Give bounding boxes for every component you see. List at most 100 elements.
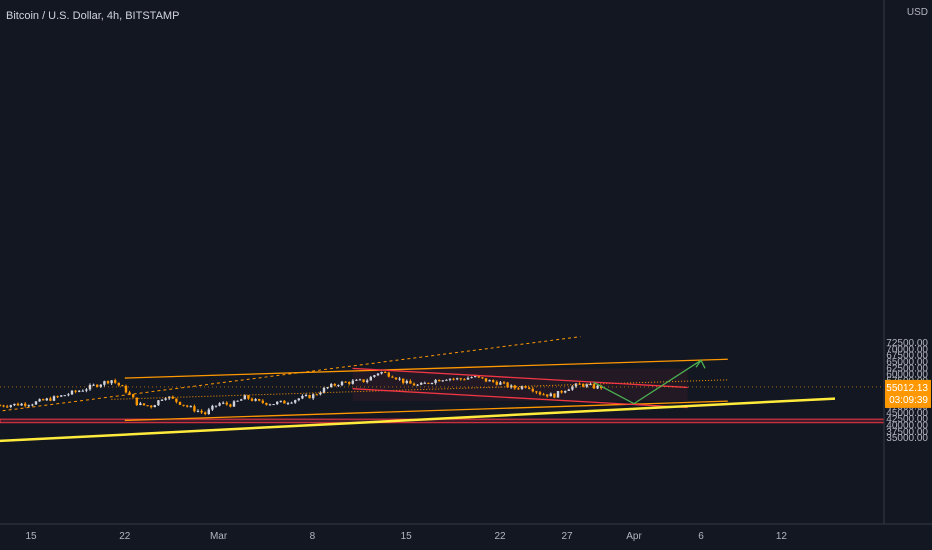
candle — [535, 390, 538, 394]
candle — [250, 397, 254, 402]
candle — [538, 390, 542, 396]
candle — [488, 379, 491, 382]
price-axis: USD 35000.0037500.0040000.0042500.004500… — [883, 0, 932, 524]
candle — [70, 390, 74, 396]
candle — [312, 393, 315, 400]
candle — [355, 379, 358, 381]
candle — [78, 390, 81, 393]
candle — [189, 405, 192, 408]
candle — [592, 382, 596, 389]
candle — [466, 376, 470, 380]
candle — [128, 390, 131, 395]
candle — [330, 382, 333, 388]
candle — [405, 379, 408, 385]
price-tick: 65000.00 — [886, 357, 928, 368]
candle — [438, 379, 441, 382]
candle — [52, 395, 56, 402]
candle — [171, 395, 174, 399]
candle — [153, 404, 156, 408]
candle — [110, 380, 113, 385]
candle — [196, 409, 200, 413]
candle — [549, 392, 552, 397]
candle — [218, 402, 221, 407]
candle — [232, 400, 236, 407]
candle — [265, 402, 268, 406]
candle — [81, 389, 84, 392]
candle — [510, 384, 513, 389]
drawings-layer — [0, 336, 836, 443]
yellow-trend-line — [0, 397, 836, 443]
time-axis: 15 22 Mar 8 15 22 27 Apr 6 12 — [0, 523, 932, 542]
candle — [229, 403, 232, 408]
candle — [387, 371, 390, 378]
candle — [31, 403, 34, 407]
descending-bottom-line — [352, 388, 688, 409]
candle — [337, 384, 340, 388]
candle — [427, 382, 430, 385]
candle — [139, 401, 142, 406]
price-tick: 62500.00 — [886, 363, 928, 374]
price-tick: 40000.00 — [886, 420, 928, 431]
candle — [0, 404, 2, 407]
candle — [319, 391, 322, 396]
candle — [567, 388, 570, 392]
candle — [366, 378, 369, 384]
projection-arrowhead — [695, 359, 706, 369]
price-tick: 72500.00 — [886, 338, 928, 349]
candle — [308, 394, 311, 399]
candle — [322, 386, 326, 394]
price-tick: 70000.00 — [886, 344, 928, 355]
price-tick: 35000.00 — [886, 433, 928, 444]
candle — [272, 404, 275, 406]
time-tick: 27 — [561, 531, 573, 542]
candle — [182, 404, 185, 407]
candle — [42, 398, 45, 401]
time-tick: 22 — [494, 531, 506, 542]
candle — [132, 393, 135, 398]
candle — [531, 387, 534, 393]
candle — [178, 401, 182, 406]
candle — [546, 394, 549, 398]
candle — [301, 394, 304, 400]
candle — [247, 394, 250, 400]
candle — [517, 386, 520, 390]
candle — [2, 404, 5, 408]
candle — [463, 378, 466, 381]
candle — [225, 401, 228, 406]
candle — [261, 399, 264, 404]
candle — [157, 400, 160, 406]
candle — [160, 399, 164, 401]
candle — [315, 393, 318, 396]
candle — [103, 380, 106, 387]
candle — [63, 395, 66, 397]
time-tick: Mar — [210, 531, 228, 542]
price-tick: 67500.00 — [886, 351, 928, 362]
last-price-badge — [885, 379, 931, 408]
candle — [96, 384, 99, 388]
candle — [146, 405, 149, 407]
candle — [402, 378, 405, 385]
candle — [114, 378, 117, 384]
candle — [9, 404, 12, 409]
candle — [175, 398, 178, 404]
candle — [20, 402, 23, 406]
time-tick: 8 — [310, 531, 316, 542]
candle — [168, 396, 171, 400]
candle — [596, 384, 599, 390]
candle — [88, 383, 92, 391]
candle — [344, 381, 347, 383]
candle — [520, 385, 524, 390]
candle — [24, 402, 27, 408]
candle — [553, 393, 556, 399]
candle — [92, 383, 95, 386]
candle — [56, 395, 59, 399]
candle — [481, 377, 484, 379]
candle — [268, 403, 272, 406]
candle — [45, 397, 48, 401]
candle — [362, 379, 365, 383]
candle — [470, 376, 473, 379]
candle — [571, 385, 574, 391]
candle — [200, 409, 203, 414]
